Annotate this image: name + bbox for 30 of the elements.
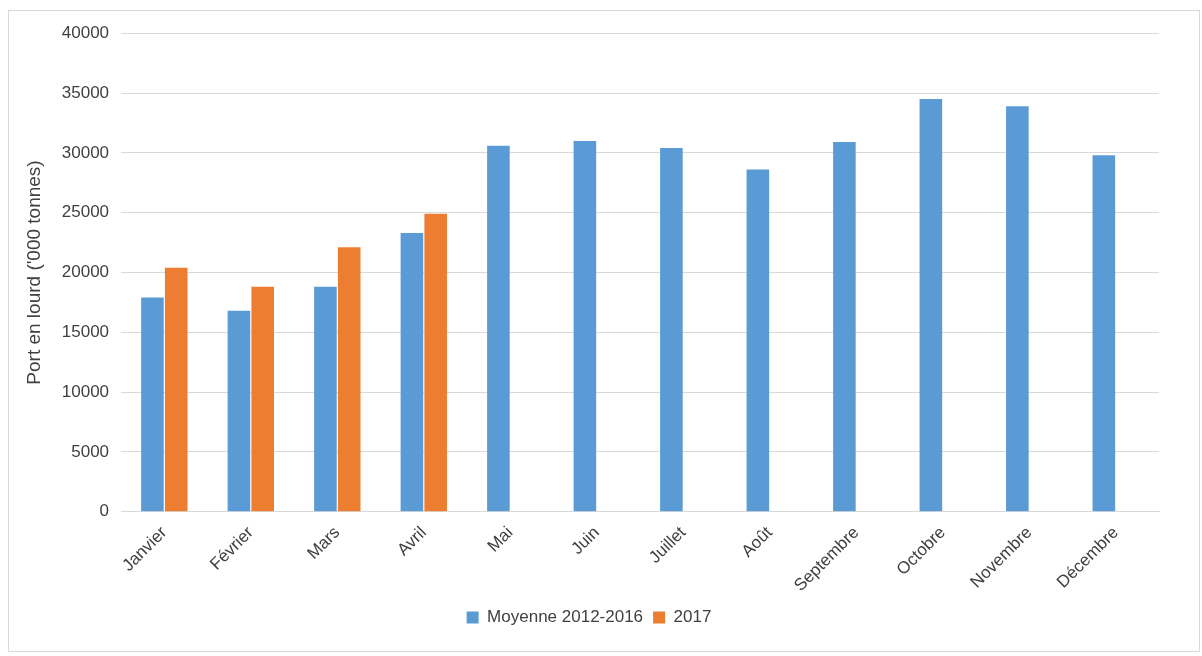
legend-label: Moyenne 2012-2016 xyxy=(487,607,644,627)
y-axis-title: Port en lourd ('000 tonnes) xyxy=(22,160,44,385)
bar xyxy=(164,267,188,512)
bar xyxy=(1092,155,1116,512)
bar xyxy=(251,286,275,512)
bar xyxy=(833,142,856,512)
bar xyxy=(746,169,770,512)
y-tick-label: 40000 xyxy=(61,22,110,42)
x-tick-label: Mai xyxy=(483,522,517,556)
y-tick-label: 25000 xyxy=(61,202,110,222)
bar xyxy=(314,286,337,512)
legend-label: 2017 xyxy=(673,607,712,627)
bar xyxy=(919,99,943,512)
x-tick-label: Juin xyxy=(567,522,603,559)
bar xyxy=(660,148,683,512)
y-tick-label: 20000 xyxy=(61,262,110,282)
y-tick-label: 10000 xyxy=(61,381,110,401)
y-tick-label: 0 xyxy=(99,501,110,521)
bar xyxy=(337,247,361,512)
bar xyxy=(573,140,597,512)
bar xyxy=(227,310,251,512)
bar xyxy=(141,297,164,512)
y-tick-label: 15000 xyxy=(61,322,110,341)
bar xyxy=(1006,106,1029,512)
y-tick-label: 35000 xyxy=(61,82,110,102)
y-tick-label: 30000 xyxy=(61,142,110,162)
y-tick-label: 5000 xyxy=(71,441,110,461)
bar xyxy=(400,233,424,512)
bar xyxy=(487,145,510,512)
bar xyxy=(424,213,447,512)
